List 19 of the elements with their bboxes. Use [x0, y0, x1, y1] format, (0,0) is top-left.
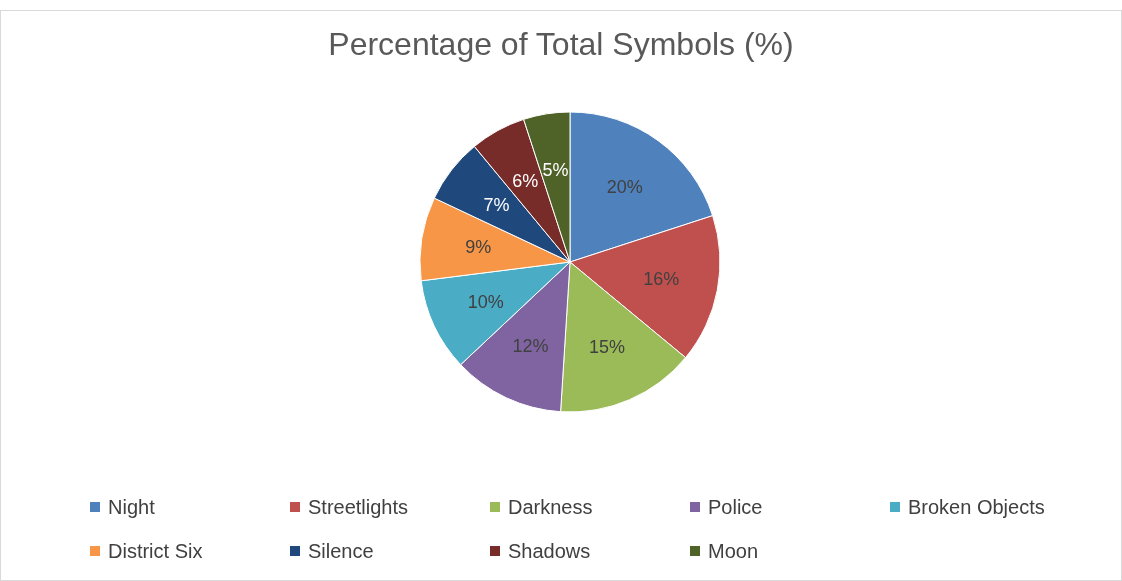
- data-label: 5%: [542, 160, 569, 181]
- legend-label: District Six: [108, 540, 203, 562]
- legend-label: Broken Objects: [908, 496, 1045, 518]
- legend-label: Moon: [708, 540, 759, 562]
- legend-label: Police: [708, 496, 763, 518]
- data-label: 16%: [643, 269, 680, 290]
- legend-label: Shadows: [508, 540, 591, 562]
- data-label: 7%: [483, 195, 510, 215]
- data-label: 15%: [588, 337, 625, 358]
- chart-title: Percentage of Total Symbols (%): [328, 26, 794, 62]
- data-label: 10%: [467, 291, 504, 312]
- legend-label: Silence: [308, 540, 374, 562]
- data-label: 6%: [512, 170, 539, 191]
- data-label: 12%: [512, 336, 549, 357]
- legend-label: Darkness: [508, 496, 593, 518]
- data-label: 20%: [606, 176, 643, 197]
- legend-label: Streetlights: [308, 496, 409, 518]
- legend-label: Night: [108, 496, 156, 518]
- data-label: 9%: [465, 237, 492, 258]
